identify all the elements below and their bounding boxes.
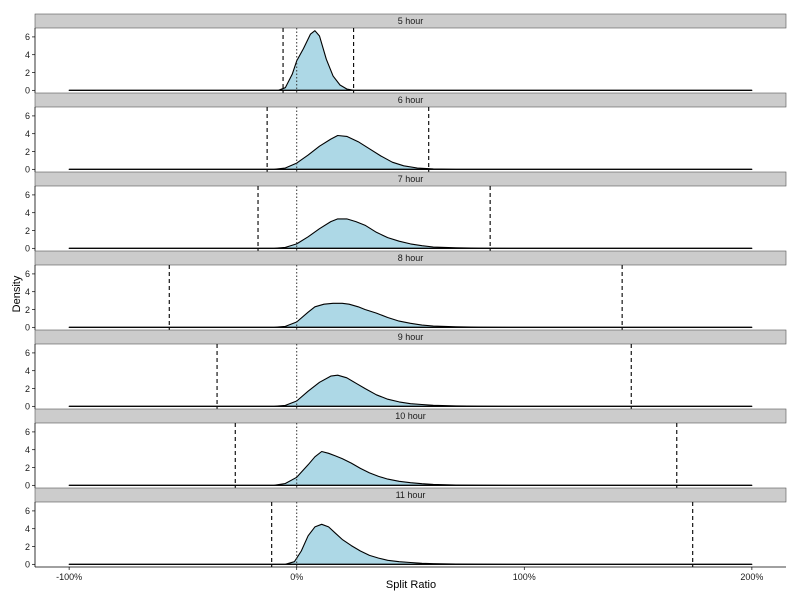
facet-strip-label: 8 hour (398, 253, 424, 263)
density-area (68, 523, 753, 565)
x-tick-label: 100% (513, 572, 536, 582)
y-tick-label: 6 (25, 348, 30, 358)
y-tick-label: 2 (25, 226, 30, 236)
x-tick-label: 0% (290, 572, 303, 582)
y-tick-label: 2 (25, 384, 30, 394)
y-tick-label: 2 (25, 68, 30, 78)
y-tick-label: 2 (25, 542, 30, 552)
facet-strip-label: 5 hour (398, 16, 424, 26)
facet-panel: 11 hour 0 2 4 6 (25, 487, 787, 570)
x-axis-title: Split Ratio (386, 579, 436, 591)
y-tick-label: 6 (25, 111, 30, 121)
facet-panel: 8 hour 0 2 4 6 (25, 250, 787, 333)
density-area (68, 30, 753, 91)
y-tick-label: 4 (25, 287, 30, 297)
density-area (68, 302, 753, 328)
y-tick-label: 6 (25, 506, 30, 516)
facet-panel: 9 hour 0 2 4 6 (25, 329, 787, 412)
facet-strip (34, 171, 787, 187)
y-tick-label: 4 (25, 129, 30, 139)
y-tick-label: 0 (25, 323, 30, 333)
facet-strip (34, 13, 787, 29)
facet-strip (34, 487, 787, 503)
y-tick-label: 0 (25, 165, 30, 175)
density-area (68, 374, 753, 407)
facet-panel: 7 hour 0 2 4 6 (25, 171, 787, 254)
y-tick-label: 6 (25, 190, 30, 200)
y-tick-label: 4 (25, 445, 30, 455)
y-tick-label: 0 (25, 244, 30, 254)
y-tick-label: 2 (25, 147, 30, 157)
y-tick-label: 4 (25, 366, 30, 376)
y-tick-label: 6 (25, 427, 30, 437)
y-axis-title: Density (11, 275, 23, 312)
facet-strip-label: 9 hour (398, 332, 424, 342)
y-tick-label: 2 (25, 305, 30, 315)
y-tick-label: 0 (25, 402, 30, 412)
x-tick-label: -100% (56, 572, 82, 582)
y-tick-label: 0 (25, 560, 30, 570)
x-axis: -100% 0% 100% 200% (35, 566, 786, 582)
facet-panel: 5 hour 0 2 4 6 (25, 13, 787, 96)
density-area (68, 134, 753, 170)
y-tick-label: 4 (25, 50, 30, 60)
facet-strip (34, 408, 787, 424)
facet-strip-label: 10 hour (395, 411, 426, 421)
y-tick-label: 4 (25, 208, 30, 218)
y-tick-label: 2 (25, 463, 30, 473)
y-tick-label: 4 (25, 524, 30, 534)
facet-strip (34, 329, 787, 345)
facet-panel: 6 hour 0 2 4 6 (25, 92, 787, 175)
facet-strip-label: 7 hour (398, 174, 424, 184)
facet-strip-label: 6 hour (398, 95, 424, 105)
y-tick-label: 0 (25, 86, 30, 96)
facet-panel: 10 hour 0 2 4 6 (25, 408, 787, 491)
density-area (68, 450, 753, 486)
y-tick-label: 0 (25, 481, 30, 491)
y-tick-label: 6 (25, 32, 30, 42)
density-area (68, 218, 753, 249)
y-tick-label: 6 (25, 269, 30, 279)
facet-strip-label: 11 hour (396, 490, 426, 500)
facet-strip (34, 250, 787, 266)
x-tick-label: 200% (740, 572, 763, 582)
facet-strip (34, 92, 787, 108)
